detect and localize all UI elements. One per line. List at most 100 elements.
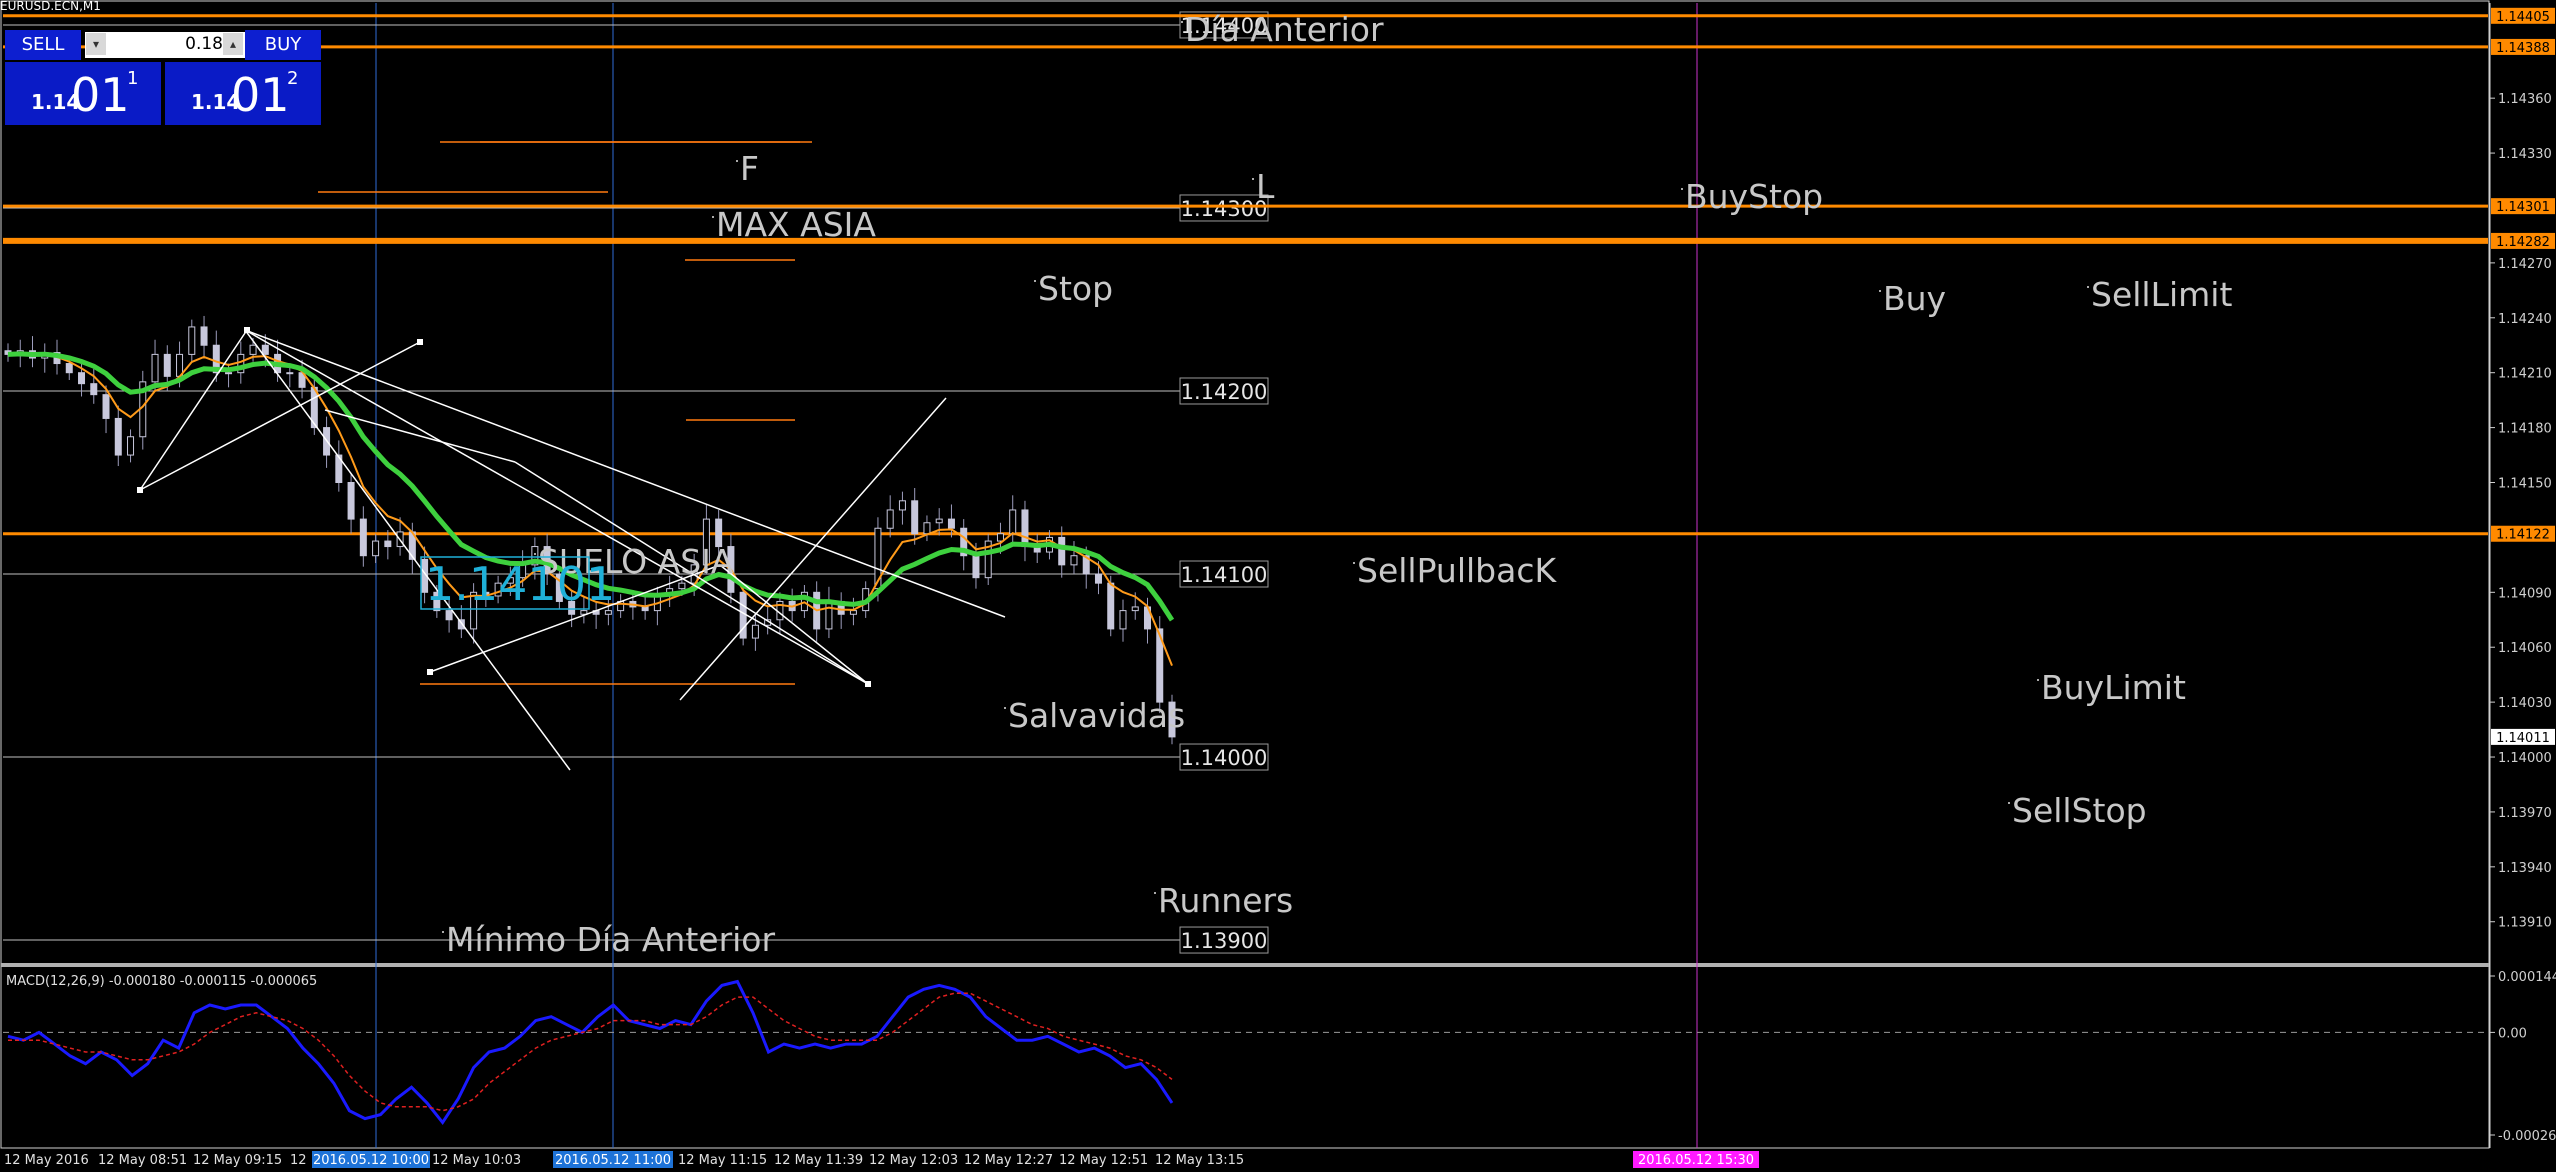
time-label: 12 May 12:27 [964, 1153, 1053, 1168]
candle-body [470, 591, 478, 630]
annotation-anchor [534, 553, 536, 555]
annotation-suelo-asia: SUELO ASIA [538, 542, 734, 581]
candle-body [212, 344, 220, 374]
annotation-d-a-anterior: Día Anterior [1185, 10, 1384, 49]
candle-body [384, 540, 392, 548]
round-level-box [1179, 377, 1269, 405]
candle-body [923, 522, 931, 535]
sell-price-pips: 01 [71, 68, 130, 122]
buy-price-pips: 01 [231, 68, 290, 122]
buy-price-prefix: 1.14 [191, 90, 241, 114]
time-label: 12 May 11:39 [774, 1153, 863, 1168]
round-level-label: 1.14300 [1181, 197, 1268, 221]
candle-body [1058, 536, 1066, 566]
time-label: 12 May 08:51 [98, 1153, 187, 1168]
trendline [514, 461, 869, 685]
price-tag-label: 1.14011 [2496, 731, 2550, 746]
macd-title: MACD(12,26,9) -0.000180 -0.000115 -0.000… [6, 974, 317, 989]
time-marker-label: 2016.05.12 11:00 [555, 1153, 671, 1168]
sell-button[interactable]: SELL [5, 30, 81, 60]
annotation-anchor [442, 931, 444, 933]
round-level-label: 1.14200 [1181, 380, 1268, 404]
annotation-anchor [1034, 280, 1036, 282]
pane-separator [1, 963, 2489, 967]
candle-body [359, 518, 367, 557]
candle-body [555, 573, 563, 602]
price-tag-box [2491, 7, 2555, 24]
round-level-box [1179, 926, 1269, 954]
candle-body [102, 394, 110, 419]
candle-body [286, 372, 294, 375]
price-tick-label: 1.14270 [2498, 257, 2552, 272]
candle-body [715, 518, 723, 548]
candle-body [225, 372, 233, 375]
candle-body [151, 353, 159, 383]
candle-body [1156, 628, 1164, 703]
buy-price[interactable]: 1.14 01 2 [165, 62, 321, 125]
trendline-anchor [427, 669, 433, 675]
annotation-sellpullback: SellPullbacK [1357, 551, 1557, 590]
trendline-anchor [137, 487, 143, 493]
price-tag-label: 1.14388 [2496, 41, 2550, 56]
candle-body [580, 610, 588, 615]
trendline-anchor [244, 327, 250, 333]
annotation-anchor [1004, 707, 1006, 709]
trendline [719, 564, 869, 685]
annotation-anchor [2037, 679, 2039, 681]
price-tick-label: 1.14360 [2498, 92, 2552, 107]
sell-price[interactable]: 1.14 01 1 [5, 62, 161, 125]
annotation-sellstop: SellStop [2012, 791, 2147, 830]
annotation-anchor [736, 160, 738, 162]
lot-increase-icon[interactable]: ▴ [223, 33, 243, 55]
price-tick-label: 1.14000 [2498, 751, 2552, 766]
price-tag-label: 1.14301 [2496, 200, 2550, 215]
slow-ma-line [7, 351, 1175, 622]
bid-label-box [420, 556, 590, 610]
candle-body [604, 610, 612, 615]
candle-body [335, 454, 343, 483]
annotation-anchor [1681, 188, 1683, 190]
lot-size-input[interactable] [107, 33, 227, 55]
annotation-f: F [740, 149, 759, 188]
annotation-anchor [1154, 892, 1156, 894]
candle-body [506, 577, 514, 584]
round-level-label: 1.14000 [1181, 746, 1268, 770]
candle-body [972, 555, 980, 579]
annotation-anchor [1252, 178, 1254, 180]
candle-body [751, 624, 759, 639]
candle-body [261, 344, 269, 355]
candle-body [849, 610, 857, 615]
round-level-box [1179, 560, 1269, 588]
sell-price-fraction: 1 [127, 68, 139, 89]
candle-body [114, 417, 122, 456]
lot-decrease-icon[interactable]: ▾ [86, 33, 106, 55]
candle-body [641, 606, 649, 612]
price-tag-box [2491, 525, 2555, 542]
candle-body [935, 518, 943, 524]
round-level-label: 1.13900 [1181, 929, 1268, 953]
symbol-title: EURUSD.ECN,M1 [0, 0, 101, 13]
annotation-anchor [2087, 286, 2089, 288]
bid-label: 1.14101 [425, 557, 615, 611]
price-tag-label: 1.14282 [2496, 235, 2550, 250]
time-label: 12 May 11:15 [678, 1153, 767, 1168]
candle-body [996, 533, 1004, 542]
annotation-m-nimo-d-a-anterior: Mínimo Día Anterior [446, 920, 775, 959]
annotation-anchor [2008, 802, 2010, 804]
candle-body [249, 344, 257, 355]
candle-body [65, 363, 73, 374]
trendline [679, 397, 947, 701]
time-label: 12 May 13:15 [1155, 1153, 1244, 1168]
annotation-anchor [1181, 21, 1183, 23]
time-label: 12 May 2016 [4, 1153, 89, 1168]
annotation-anchor [1353, 562, 1355, 564]
time-marker-label: 2016.05.12 10:00 [313, 1153, 429, 1168]
candle-body [678, 582, 686, 590]
annotation-buy: Buy [1883, 279, 1946, 318]
buy-button[interactable]: BUY [245, 30, 321, 60]
time-marker-box [1633, 1151, 1759, 1168]
price-tag-box [2491, 728, 2555, 745]
time-marker-label: 2016.05.12 15:30 [1638, 1153, 1754, 1168]
annotation-stop: Stop [1038, 269, 1113, 308]
